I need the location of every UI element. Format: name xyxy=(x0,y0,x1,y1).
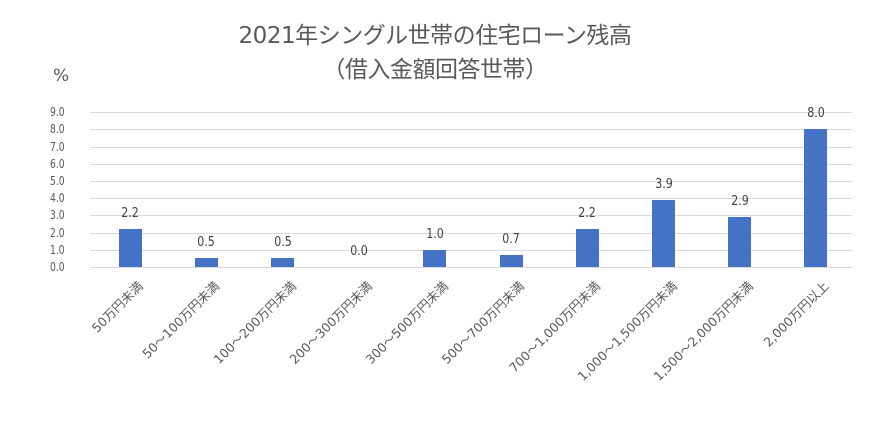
x-tick-label: 500～700万円未満 xyxy=(438,278,528,367)
gridline xyxy=(90,164,852,165)
data-label: 3.9 xyxy=(655,177,673,192)
y-axis-unit-label: % xyxy=(53,66,70,86)
y-tick-label: 6.0 xyxy=(50,157,65,171)
data-label: 1.0 xyxy=(426,227,444,242)
chart-subtitle: （借入金額回答世帯） xyxy=(322,57,549,83)
y-tick-label: 2.0 xyxy=(50,226,65,240)
bar xyxy=(728,217,751,267)
y-tick-label: 0.0 xyxy=(50,260,65,274)
data-label: 0.0 xyxy=(350,244,368,259)
gridline xyxy=(90,215,852,216)
bar xyxy=(804,129,827,267)
gridline xyxy=(90,112,852,113)
bar xyxy=(500,255,523,267)
y-tick-label: 8.0 xyxy=(50,122,65,136)
gridline xyxy=(90,198,852,199)
bar xyxy=(652,200,675,267)
y-tick-label: 5.0 xyxy=(50,174,65,188)
x-tick-label: 50～100万円未満 xyxy=(139,278,223,362)
chart-title: 2021年シングル世帯の住宅ローン残高 xyxy=(238,23,632,49)
x-tick-label: 100～200万円未満 xyxy=(210,278,300,367)
bar xyxy=(195,258,218,267)
data-label: 0.5 xyxy=(197,235,215,250)
bar xyxy=(271,258,294,267)
x-tick-label: 300～500万円未満 xyxy=(362,278,452,367)
data-label: 2.2 xyxy=(121,206,139,221)
bar xyxy=(576,229,599,267)
gridline xyxy=(90,129,852,130)
data-label: 2.2 xyxy=(578,206,596,221)
gridline xyxy=(90,267,852,268)
gridline xyxy=(90,233,852,234)
y-tick-label: 4.0 xyxy=(50,191,65,205)
gridline xyxy=(90,181,852,182)
y-tick-label: 1.0 xyxy=(50,243,65,257)
data-label: 0.7 xyxy=(502,232,520,247)
x-tick-label: 50万円未満 xyxy=(88,278,146,336)
y-tick-label: 9.0 xyxy=(50,105,65,119)
x-tick-label: 200～300万円未満 xyxy=(286,278,376,367)
y-tick-label: 3.0 xyxy=(50,208,65,222)
data-label: 2.9 xyxy=(731,194,749,209)
bar xyxy=(423,250,446,267)
x-tick-label: 2,000万円以上 xyxy=(760,278,832,350)
bar xyxy=(119,229,142,267)
gridline xyxy=(90,250,852,251)
data-label: 8.0 xyxy=(807,106,825,121)
gridline xyxy=(90,147,852,148)
y-tick-label: 7.0 xyxy=(50,140,65,154)
data-label: 0.5 xyxy=(274,235,292,250)
